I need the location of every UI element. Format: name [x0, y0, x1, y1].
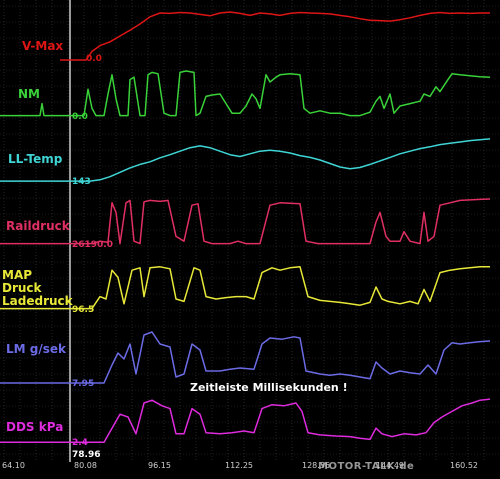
series-line-dds-kpa: [0, 398, 491, 443]
x-tick-label: 80.08: [74, 461, 97, 470]
series-label-map-druck: MAP Druck Ladedruck: [2, 268, 73, 308]
series-line-v-max: [60, 11, 490, 61]
series-line-map-druck-ladedruck: [0, 266, 490, 310]
series-value-raildruck: 26190.0: [72, 240, 113, 250]
series-value-map: 96.5: [72, 305, 95, 315]
x-tick-label: 160.52: [450, 461, 478, 470]
series-line-lm-g-sek: [0, 331, 491, 384]
series-value-lm: 7.95: [72, 379, 95, 389]
series-value-vmax: 0.0: [86, 54, 102, 64]
series-label-lm: LM g/sek: [6, 342, 66, 356]
series-line-nm: [0, 70, 491, 117]
extra-value: 78.96: [72, 450, 101, 460]
series-line-ll-temp: [0, 138, 491, 182]
series-label-raildruck: Raildruck: [6, 219, 70, 233]
series-label-vmax: V-Max: [22, 39, 64, 53]
time-axis-annotation: Zeitleiste Millisekunden !: [190, 381, 348, 394]
watermark-logo: MOTOR-TALK.de: [318, 461, 415, 472]
x-tick-label: 96.15: [148, 461, 171, 470]
series-label-ll-temp: LL-Temp: [8, 152, 63, 166]
x-tick-label: 112.25: [225, 461, 253, 470]
x-tick-label: 144.49: [376, 461, 404, 470]
series-value-dds: 2.4: [72, 438, 88, 448]
series-line-raildruck: [0, 198, 491, 245]
series-label-nm: NM: [18, 87, 40, 101]
series-value-nm: 0.0: [72, 112, 88, 122]
chart-grid: [0, 0, 500, 462]
x-tick-label: 128.36: [302, 461, 330, 470]
series-value-ll-temp: 143: [72, 177, 91, 187]
series-label-dds: DDS kPa: [6, 420, 64, 434]
series-lines: [0, 11, 491, 443]
x-tick-label: 64.10: [2, 461, 25, 470]
